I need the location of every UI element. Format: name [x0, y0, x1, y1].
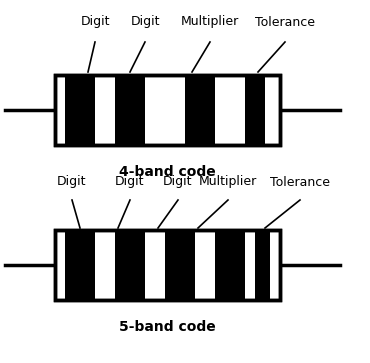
Bar: [55, 75, 280, 145]
Text: Digit: Digit: [115, 175, 145, 188]
Text: Multiplier: Multiplier: [199, 175, 257, 188]
Bar: [245, 75, 265, 145]
Bar: [165, 230, 195, 300]
Text: Digit: Digit: [80, 16, 110, 29]
Text: Multiplier: Multiplier: [181, 16, 239, 29]
Text: 5-band code: 5-band code: [119, 320, 215, 334]
Text: 4-band code: 4-band code: [119, 165, 215, 179]
Bar: [55, 75, 280, 145]
Bar: [215, 230, 245, 300]
Text: Digit: Digit: [163, 175, 193, 188]
Bar: [65, 75, 95, 145]
Text: Tolerance: Tolerance: [270, 175, 330, 188]
Bar: [65, 230, 95, 300]
Bar: [185, 75, 215, 145]
Bar: [115, 75, 145, 145]
Bar: [55, 230, 280, 300]
Bar: [55, 230, 280, 300]
Text: Digit: Digit: [57, 175, 87, 188]
Text: Tolerance: Tolerance: [255, 16, 315, 29]
Text: Digit: Digit: [130, 16, 160, 29]
Bar: [255, 230, 270, 300]
Bar: [115, 230, 145, 300]
